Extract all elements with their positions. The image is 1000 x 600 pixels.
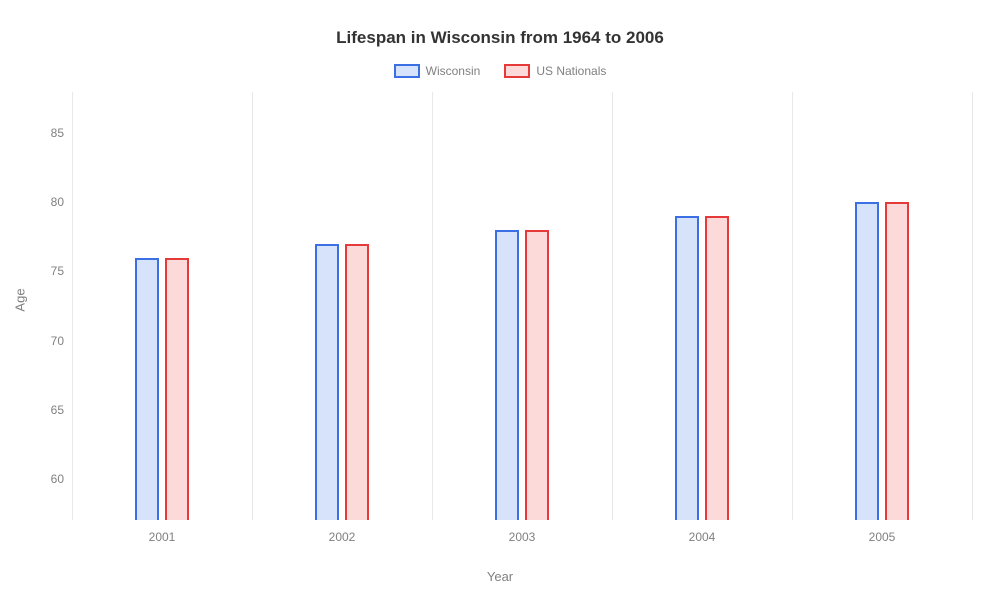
chart-container: Lifespan in Wisconsin from 1964 to 2006 … [0, 0, 1000, 600]
y-tick-label: 65 [38, 403, 64, 417]
y-tick-label: 70 [38, 334, 64, 348]
legend-label: Wisconsin [426, 64, 481, 78]
chart-title: Lifespan in Wisconsin from 1964 to 2006 [0, 28, 1000, 48]
bar [135, 258, 159, 520]
bars-layer [72, 92, 972, 520]
legend: Wisconsin US Nationals [0, 64, 1000, 78]
gridline-vertical [972, 92, 973, 520]
legend-item: Wisconsin [394, 64, 481, 78]
x-axis-title: Year [0, 569, 1000, 584]
y-tick-label: 75 [38, 264, 64, 278]
legend-item: US Nationals [504, 64, 606, 78]
x-tick-label: 2004 [689, 530, 716, 544]
x-tick-label: 2005 [869, 530, 896, 544]
plot-area: 606570758085 20012002200320042005 [72, 92, 972, 520]
bar [525, 230, 549, 520]
legend-swatch [504, 64, 530, 78]
bar [495, 230, 519, 520]
bar [165, 258, 189, 520]
bar [855, 202, 879, 520]
bar [675, 216, 699, 520]
y-tick-label: 60 [38, 472, 64, 486]
y-tick-label: 80 [38, 195, 64, 209]
legend-swatch [394, 64, 420, 78]
y-axis-title: Age [13, 288, 28, 311]
y-tick-label: 85 [38, 126, 64, 140]
x-tick-label: 2003 [509, 530, 536, 544]
bar [315, 244, 339, 520]
legend-label: US Nationals [536, 64, 606, 78]
x-tick-label: 2001 [149, 530, 176, 544]
bar [885, 202, 909, 520]
x-tick-label: 2002 [329, 530, 356, 544]
bar [345, 244, 369, 520]
bar [705, 216, 729, 520]
